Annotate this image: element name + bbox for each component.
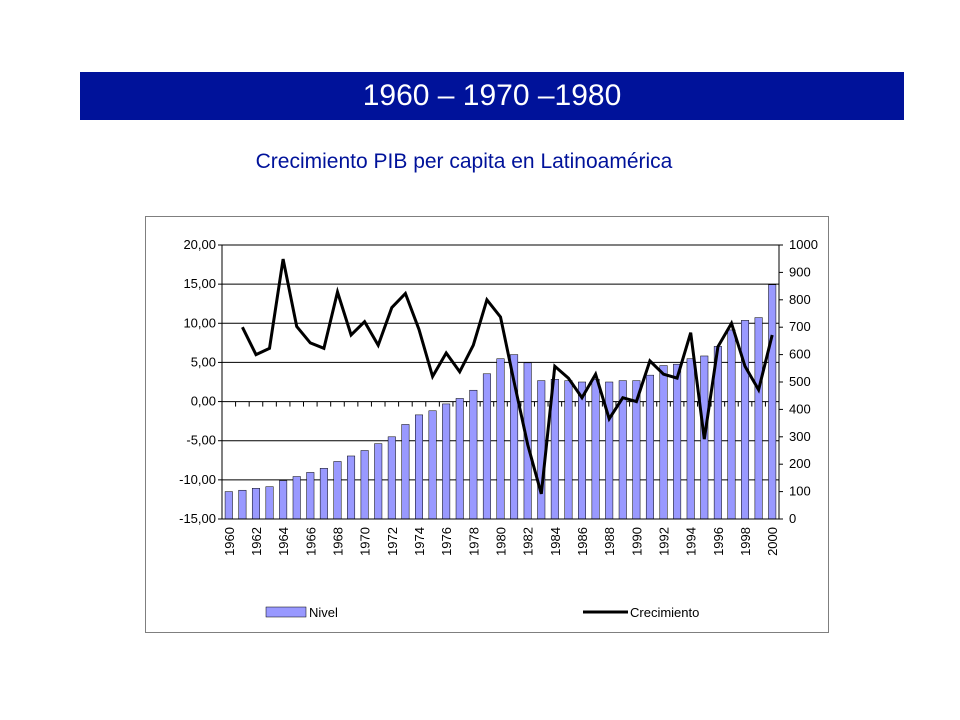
left-tick-label: -15,00 xyxy=(179,511,216,526)
bar-nivel xyxy=(686,358,695,520)
bar-nivel xyxy=(251,488,260,520)
bar-nivel xyxy=(415,414,423,520)
left-tick-label: 20,00 xyxy=(183,237,216,252)
bar-nivel xyxy=(645,374,654,520)
right-tick-label: 600 xyxy=(789,347,811,362)
x-tick-label: 1970 xyxy=(358,527,373,556)
right-tick-label: 500 xyxy=(789,374,811,389)
line-crecimiento xyxy=(241,258,774,495)
bar-nivel xyxy=(673,363,682,520)
bar-nivel xyxy=(374,443,383,520)
bar-nivel xyxy=(768,284,777,520)
right-tick-label: 900 xyxy=(789,264,811,279)
chart-frame: 20,00 15,00 10,00 5,00 0,00 -5,00 -10,00 -15,00… xyxy=(145,216,829,633)
bar-nivel xyxy=(442,403,451,520)
left-tick-label: 10,00 xyxy=(183,315,216,330)
bar-nivel xyxy=(401,424,410,520)
x-tick-label: 1960 xyxy=(222,527,237,556)
x-tick-label: 1966 xyxy=(303,527,318,556)
bar-nivel xyxy=(469,389,478,520)
bar-nivel xyxy=(605,381,614,520)
x-tick-label: 1984 xyxy=(548,527,563,556)
bar-nivel xyxy=(238,489,247,520)
left-tick-label: 15,00 xyxy=(183,276,216,291)
x-tick-label: 1992 xyxy=(657,527,672,556)
bar-nivel xyxy=(564,380,573,520)
x-tick-label: 1964 xyxy=(276,527,291,556)
bar-nivel xyxy=(333,461,342,520)
right-tick-label: 1000 xyxy=(789,237,818,252)
x-tick-label: 1968 xyxy=(330,527,345,556)
bar-nivel xyxy=(347,455,356,520)
right-tick-label: 200 xyxy=(789,456,811,471)
legend-label-crecimiento: Crecimiento xyxy=(630,605,699,620)
right-tick-label: 400 xyxy=(789,401,811,416)
bar-nivel xyxy=(482,373,491,520)
bar-nivel xyxy=(428,410,437,520)
x-tick-label: 1972 xyxy=(385,527,400,556)
right-tick-label: 800 xyxy=(789,292,811,307)
left-tick-label: 5,00 xyxy=(191,354,216,369)
x-tick-label: 1962 xyxy=(249,527,264,556)
chart-subtitle: Crecimiento PIB per capita en Latinoamér… xyxy=(255,150,673,173)
right-tick-label: 100 xyxy=(789,484,811,499)
legend-swatch-nivel xyxy=(265,606,307,618)
bar-nivel xyxy=(741,320,750,520)
x-tick-label: 1996 xyxy=(711,527,726,556)
bar-nivel xyxy=(279,480,288,520)
legend-label-nivel: Nivel xyxy=(309,605,338,620)
combo-chart: 20,00 15,00 10,00 5,00 0,00 -5,00 -10,00 -15,00… xyxy=(179,237,818,620)
left-tick-label: 0,00 xyxy=(191,394,216,409)
x-tick-label: 1978 xyxy=(466,527,481,556)
bar-nivel xyxy=(591,379,600,520)
bar-nivel xyxy=(727,329,736,520)
right-tick-label: 0 xyxy=(789,511,796,526)
x-tick-label: 1988 xyxy=(602,527,617,556)
bar-nivel xyxy=(455,398,464,520)
bar-nivel xyxy=(754,317,763,520)
bar-nivel xyxy=(659,365,668,520)
left-tick-label: -5,00 xyxy=(186,433,216,448)
x-tick-label: 1976 xyxy=(439,527,454,556)
x-tick-label: 1982 xyxy=(521,527,536,556)
x-tick-label: 1998 xyxy=(738,527,753,556)
x-tick-label: 1974 xyxy=(412,527,427,556)
bar-nivel xyxy=(319,468,328,520)
left-tick-label: -10,00 xyxy=(179,472,216,487)
bar-nivel xyxy=(360,450,369,520)
bar-nivel xyxy=(292,476,301,520)
x-tick-label: 1994 xyxy=(684,527,699,556)
bar-nivel xyxy=(265,486,274,520)
bar-nivel xyxy=(224,491,233,520)
bar-nivel xyxy=(537,380,546,520)
bar-nivel xyxy=(578,381,586,520)
x-tick-label: 1990 xyxy=(629,527,644,556)
x-tick-label: 1980 xyxy=(494,527,509,556)
x-tick-label: 2000 xyxy=(765,527,780,556)
slide-title: 1960 – 1970 –1980 xyxy=(362,79,622,112)
x-tick-label: 1986 xyxy=(575,527,590,556)
bar-nivel xyxy=(306,472,315,520)
slide-title-banner: 1960 – 1970 –1980 xyxy=(80,72,904,120)
right-tick-label: 700 xyxy=(789,319,811,334)
right-tick-label: 300 xyxy=(789,429,811,444)
bar-nivel xyxy=(496,358,505,520)
bar-nivel xyxy=(387,436,396,520)
